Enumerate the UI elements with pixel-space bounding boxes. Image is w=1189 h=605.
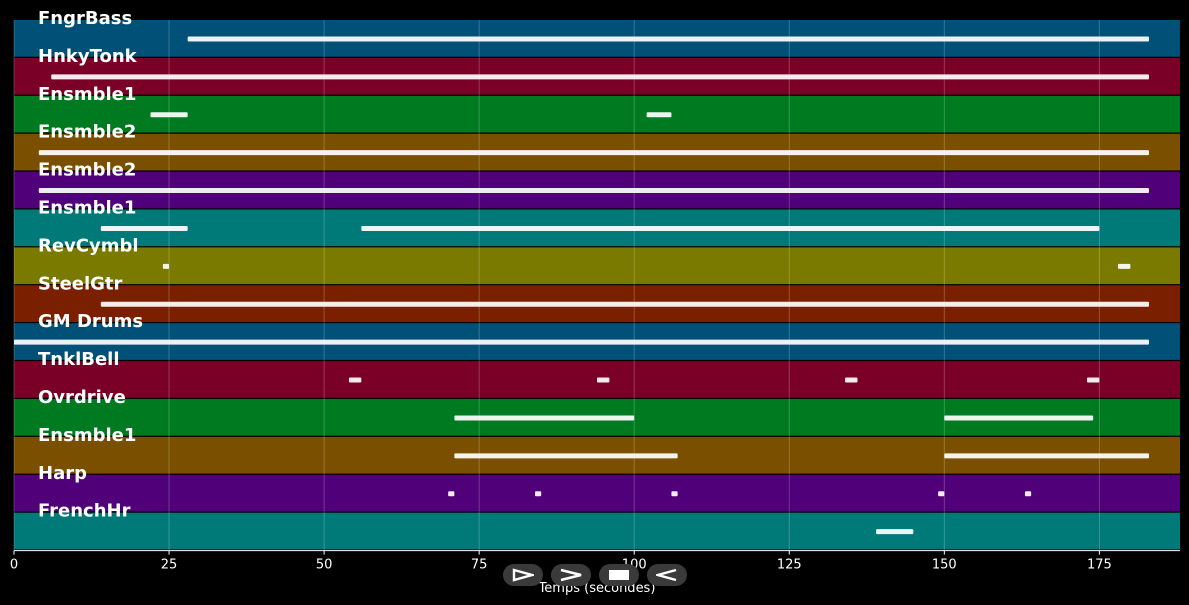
track-label: Ensmble1 <box>38 198 136 219</box>
tracks-layer <box>14 20 1180 550</box>
track-label: SteelGtr <box>38 273 123 294</box>
track-band <box>14 512 1180 550</box>
track-label: HnkyTonk <box>38 46 138 67</box>
x-tick-label: 125 <box>777 558 802 573</box>
note-segment <box>944 453 1149 459</box>
note-segment <box>876 529 914 535</box>
note-segment <box>348 377 362 383</box>
note-segment <box>845 377 858 383</box>
note-segment <box>1086 377 1100 383</box>
note-segment <box>187 36 1149 42</box>
note-segment <box>534 491 542 497</box>
x-tick-label: 0 <box>10 558 18 573</box>
x-axis: 0255075100125150175 <box>10 550 1180 573</box>
note-segment <box>646 112 672 118</box>
note-segment <box>448 491 455 497</box>
forward-button[interactable] <box>551 564 591 586</box>
note-segment <box>14 339 1149 345</box>
note-segment <box>597 377 610 383</box>
forward-icon <box>560 568 582 582</box>
track-labels-layer: FngrBass HnkyTonk Ensmble1 Ensmble2 Ensmble2… <box>38 8 143 522</box>
note-segment <box>38 188 1149 194</box>
note-segment <box>938 491 945 497</box>
track-label: GM Drums <box>38 311 143 332</box>
x-tick-label: 50 <box>316 558 333 573</box>
x-tick-label: 75 <box>471 558 488 573</box>
note-segment <box>671 491 678 497</box>
play-button[interactable] <box>503 564 543 586</box>
track-label: Ensmble2 <box>38 122 136 143</box>
track-label: TnklBell <box>38 349 120 370</box>
note-segment <box>1024 491 1032 497</box>
note-segment <box>38 150 1149 156</box>
track-label: Ensmble2 <box>38 160 136 181</box>
note-segment <box>1117 263 1131 269</box>
rewind-button[interactable] <box>647 564 687 586</box>
note-segment <box>100 301 1149 307</box>
note-segment <box>100 225 188 231</box>
note-segment <box>454 453 678 459</box>
note-segment <box>454 415 635 421</box>
x-tick-label: 175 <box>1087 558 1112 573</box>
note-segment <box>361 225 1100 231</box>
track-band <box>14 247 1180 285</box>
notes-layer <box>14 36 1149 535</box>
track-label: Ensmble1 <box>38 425 136 446</box>
track-band <box>14 95 1180 133</box>
stop-button[interactable] <box>599 564 639 586</box>
play-icon <box>512 568 534 582</box>
track-label: Ensmble1 <box>38 84 136 105</box>
grid-layer <box>13 20 1100 551</box>
track-band <box>14 474 1180 512</box>
track-label: FrenchHr <box>38 501 131 522</box>
stop-icon <box>609 570 629 580</box>
x-tick-label: 150 <box>932 558 957 573</box>
track-label: FngrBass <box>38 8 132 29</box>
track-label: Ovrdrive <box>38 387 126 408</box>
track-label: RevCymbl <box>38 235 139 256</box>
note-segment <box>150 112 188 118</box>
rewind-icon <box>656 568 677 582</box>
note-segment <box>162 263 170 269</box>
note-segment <box>51 74 1149 80</box>
track-label: Harp <box>38 463 87 484</box>
note-segment <box>944 415 1094 421</box>
x-tick-label: 25 <box>161 558 178 573</box>
